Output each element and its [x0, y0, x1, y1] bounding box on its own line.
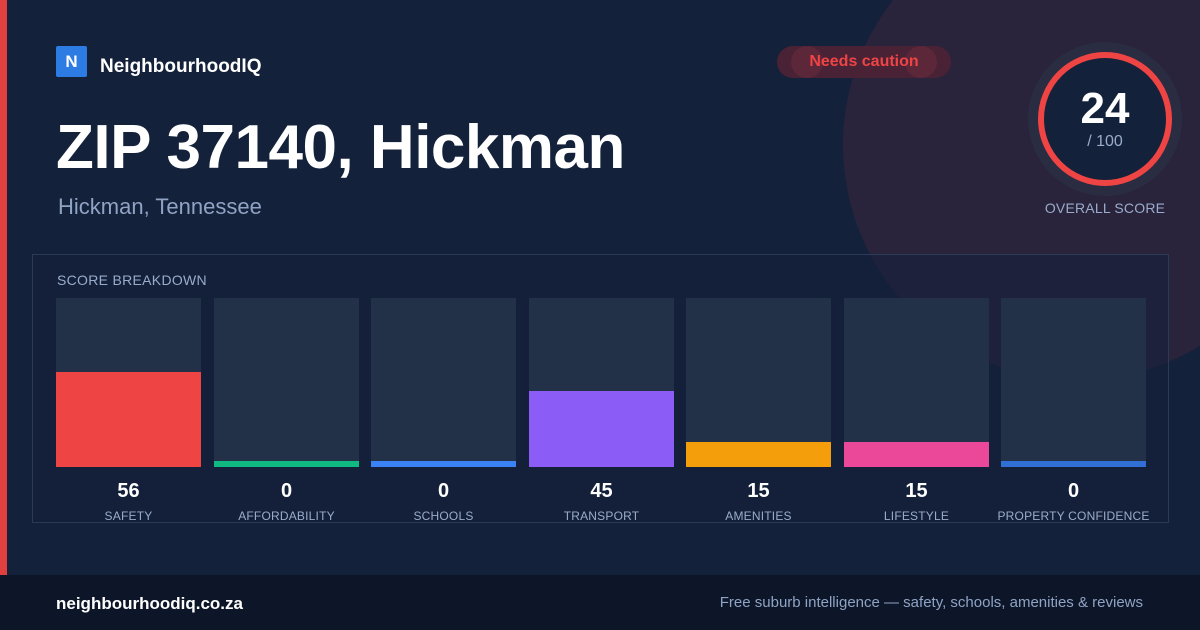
breakdown-bars: 56 SAFETY 0 AFFORDABILITY 0 SCHOOLS 45 TRANSPOR… [56, 298, 1149, 524]
bar-value: 56 [117, 480, 140, 502]
bar-fill [214, 461, 359, 467]
bar-column-amenities: 15 AMENITIES [686, 298, 831, 524]
overall-score-value: 24 [1080, 84, 1130, 133]
bar-fill [371, 461, 516, 467]
status-badge-label: Needs caution [809, 53, 919, 70]
bar-column-safety: 56 SAFETY [56, 298, 201, 524]
bar-value: 45 [590, 480, 613, 502]
bar-value: 0 [280, 480, 293, 502]
bar-fill [686, 442, 831, 467]
bar-fill [56, 372, 201, 467]
bar-track [1001, 298, 1146, 467]
bar-value: 0 [437, 480, 450, 502]
bar-track [371, 298, 516, 467]
bar-column-lifestyle: 15 LIFESTYLE [844, 298, 989, 524]
bar-column-transport: 45 TRANSPORT [529, 298, 674, 524]
bar-track [56, 298, 201, 467]
accent-strip [0, 0, 7, 575]
bar-label: TRANSPORT [563, 509, 640, 523]
overall-score-max: / 100 [1087, 133, 1123, 150]
score-ring: 24 / 100 [1038, 52, 1172, 186]
bar-label: AMENITIES [725, 509, 792, 523]
bar-column-affordability: 0 AFFORDABILITY [214, 298, 359, 524]
bar-label: LIFESTYLE [883, 509, 950, 523]
bar-value: 15 [747, 480, 770, 502]
bar-track [686, 298, 831, 467]
brand-logo-icon: N [56, 46, 87, 77]
bar-track [214, 298, 359, 467]
bar-track [529, 298, 674, 467]
brand-name: NeighbourhoodIQ [100, 55, 262, 77]
bar-fill [1001, 461, 1146, 467]
bar-column-schools: 0 SCHOOLS [371, 298, 516, 524]
bar-label: AFFORDABILITY [238, 509, 335, 523]
bar-label: PROPERTY CONFIDENCE [997, 509, 1150, 523]
footer: neighbourhoodiq.co.za Free suburb intell… [0, 575, 1200, 630]
score-breakdown-panel: SCORE BREAKDOWN 56 SAFETY 0 AFFORDABILITY 0 S… [32, 254, 1169, 523]
bar-fill [844, 442, 989, 467]
bar-fill [529, 391, 674, 467]
status-badge: Needs caution [777, 46, 951, 78]
overall-score-label: OVERALL SCORE [1044, 200, 1166, 216]
page-title: ZIP 37140, Hickman [56, 113, 625, 182]
footer-tagline: Free suburb intelligence — safety, schoo… [719, 594, 1143, 611]
bar-label: SCHOOLS [413, 509, 474, 523]
page-subtitle: Hickman, Tennessee [58, 194, 262, 219]
bar-value: 15 [905, 480, 928, 502]
bar-column-property-confidence: 0 PROPERTY CONFIDENCE [997, 298, 1149, 524]
overall-score-gauge: 24 / 100 [1028, 42, 1182, 196]
footer-domain[interactable]: neighbourhoodiq.co.za [56, 594, 243, 613]
brand[interactable]: N NeighbourhoodIQ [56, 46, 261, 77]
breakdown-title: SCORE BREAKDOWN [57, 272, 207, 288]
bar-label: SAFETY [104, 509, 153, 523]
bar-value: 0 [1067, 480, 1080, 502]
bar-track [844, 298, 989, 467]
